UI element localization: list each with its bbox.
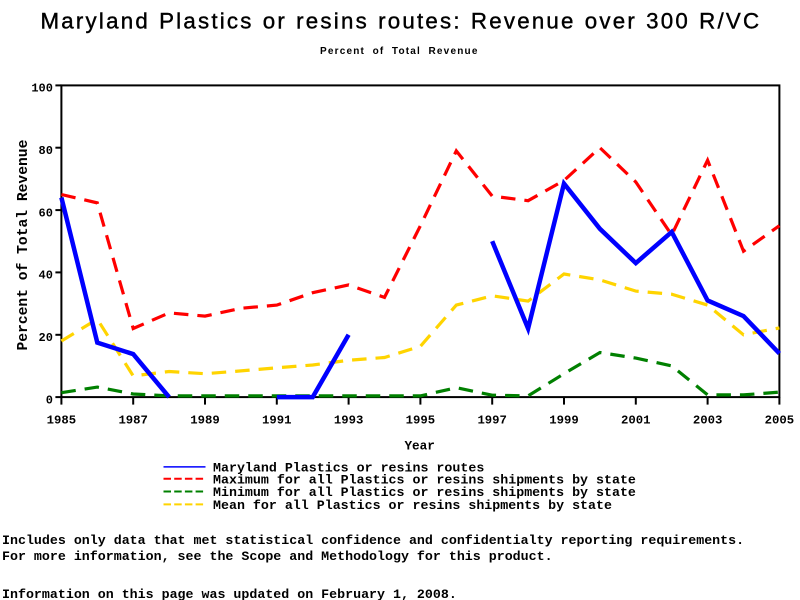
svg-text:2001: 2001 [621,414,651,428]
svg-text:Percent of Total Revenue: Percent of Total Revenue [16,139,32,350]
svg-text:100: 100 [31,82,53,96]
svg-text:Mean for all Plastics or resin: Mean for all Plastics or resins shipment… [213,498,612,513]
svg-text:Minimum for all Plastics or re: Minimum for all Plastics or resins shipm… [213,485,636,500]
svg-text:Maryland Plastics or resins ro: Maryland Plastics or resins routes: Reve… [41,8,762,33]
svg-text:2003: 2003 [693,414,723,428]
svg-text:Maryland Plastics or resins ro: Maryland Plastics or resins routes [213,461,484,476]
svg-text:1989: 1989 [190,414,220,428]
svg-text:Percent of Total Revenue: Percent of Total Revenue [320,46,479,57]
svg-text:20: 20 [39,331,53,345]
svg-text:Includes only data that met st: Includes only data that met statistical … [2,533,744,548]
svg-text:1997: 1997 [477,414,507,428]
svg-text:1993: 1993 [334,414,364,428]
svg-text:1991: 1991 [262,414,292,428]
svg-text:Year: Year [404,439,435,454]
svg-text:1987: 1987 [118,414,148,428]
svg-text:1999: 1999 [549,414,579,428]
svg-text:0: 0 [46,393,53,407]
svg-text:80: 80 [39,144,53,158]
svg-text:1995: 1995 [406,414,436,428]
svg-text:60: 60 [39,206,53,220]
svg-text:Maximum for all Plastics or re: Maximum for all Plastics or resins shipm… [213,472,636,487]
svg-text:Information on this page was u: Information on this page was updated on … [2,587,457,600]
svg-text:For more information, see the: For more information, see the Scope and … [2,549,553,564]
svg-text:40: 40 [39,269,53,283]
svg-text:2005: 2005 [765,414,795,428]
svg-text:1985: 1985 [47,414,77,428]
